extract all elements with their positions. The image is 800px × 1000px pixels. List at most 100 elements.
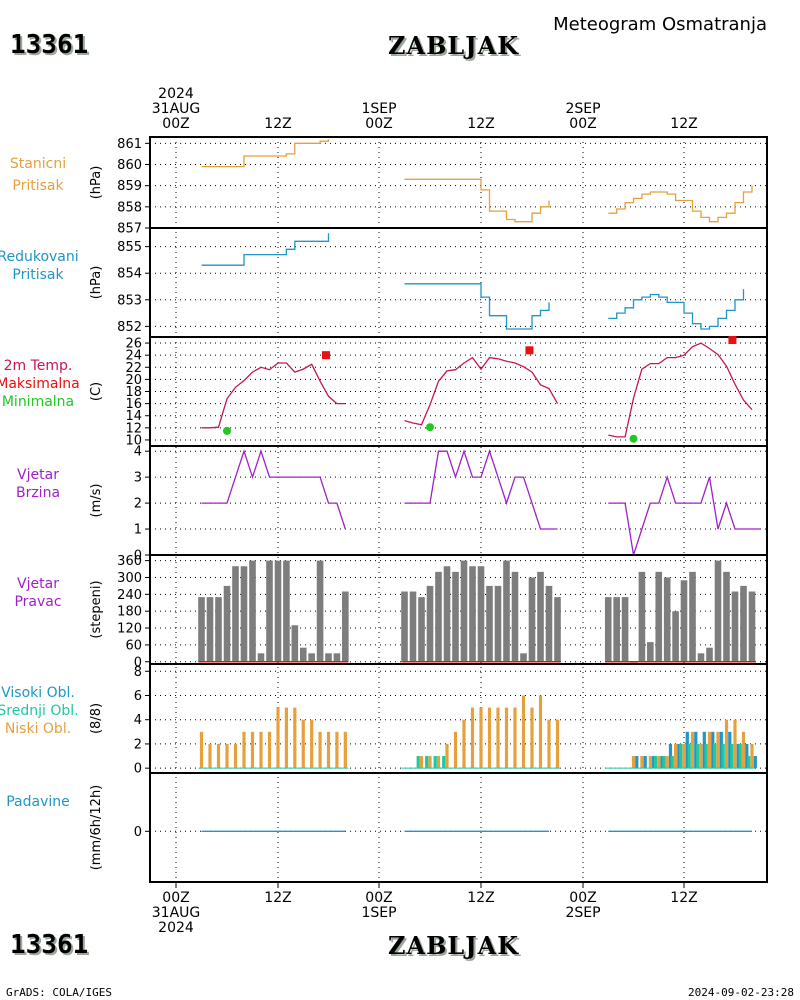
y-tick-label: 2 [134, 737, 142, 752]
wind-direction-bar [215, 597, 222, 662]
cloud-cover-bar [665, 756, 669, 769]
cloud-cover-bar [547, 719, 551, 769]
panel-variable-label: Pritisak [12, 267, 64, 283]
series-line [404, 356, 559, 426]
y-tick-label: 858 [117, 200, 142, 215]
y-tick-label: 855 [117, 240, 142, 255]
y-tick-label: 60 [125, 638, 142, 653]
time-tick-label-bottom: 2024 [158, 920, 194, 936]
wind-direction-bar [299, 647, 307, 662]
y-tick-label: 300 [117, 571, 142, 586]
cloud-cover-bar [442, 756, 446, 769]
panel-variable-label: Niski Obl. [5, 721, 71, 737]
series-line [608, 474, 761, 556]
wind-direction-bar [283, 560, 290, 662]
cloud-cover-bar [496, 707, 500, 769]
cloud-cover-bar [250, 731, 255, 769]
y-tick-label: 240 [117, 588, 142, 603]
cloud-cover-bar [462, 719, 466, 769]
panel-unit-label: (stepeni) [89, 580, 104, 638]
wind-direction-bar [621, 597, 629, 662]
cloud-cover-bar [702, 731, 706, 769]
time-tick-label-top: 1SEP [361, 101, 396, 117]
wind-direction-bar [714, 560, 722, 662]
meteogram-subtitle: Meteogram Osmatranja [553, 14, 767, 35]
y-tick-label: 859 [117, 179, 142, 194]
max-temp-marker [321, 351, 330, 360]
time-tick-label-bottom: 1SEP [361, 905, 396, 921]
cloud-cover-bar [719, 731, 723, 769]
time-tick-label-bottom: 00Z [365, 890, 392, 906]
cloud-cover-bar [648, 756, 652, 769]
cloud-cover-bar [343, 731, 347, 769]
y-tick-label: 0 [134, 825, 142, 840]
wind-direction-bar [697, 653, 705, 662]
series-line [201, 139, 330, 168]
wind-direction-bar [723, 571, 730, 662]
time-tick-label-top: 00Z [162, 116, 189, 132]
panel-variable-label: Redukovani [0, 249, 79, 265]
cloud-cover-bar [335, 731, 339, 769]
panel-variable-label: Pritisak [12, 178, 64, 194]
time-tick-label-bottom: 12Z [264, 890, 291, 906]
y-tick-label: 180 [117, 605, 142, 620]
cloud-cover-bar [673, 743, 678, 769]
footer-timestamp: 2024-09-02-23:28 [688, 986, 794, 999]
time-tick-label-top: 00Z [569, 116, 596, 132]
time-tick-label-bottom: 12Z [467, 890, 494, 906]
time-tick-label-bottom: 2SEP [565, 905, 600, 921]
cloud-cover-bar [657, 756, 661, 769]
y-tick-label: 1 [134, 523, 142, 538]
cloud-cover-bar [259, 731, 263, 769]
cloud-cover-bar [694, 731, 698, 769]
y-tick-label: 3 [134, 471, 142, 486]
cloud-cover-bar [728, 731, 732, 769]
wind-direction-bar [325, 653, 332, 662]
cloud-cover-bar [721, 743, 725, 769]
cloud-cover-bar [425, 756, 429, 769]
wind-direction-bar [613, 597, 620, 662]
wind-direction-bar [706, 647, 713, 662]
cloud-cover-bar [428, 756, 432, 769]
cloud-cover-bar [208, 743, 212, 769]
max-temp-marker [728, 336, 737, 345]
cloud-cover-bar [716, 731, 720, 769]
time-tick-label-top: 31AUG [152, 101, 201, 117]
cloud-cover-bar [704, 743, 708, 769]
min-temp-marker [629, 434, 638, 443]
wind-direction-bar [689, 571, 696, 662]
time-tick-label-bottom: 31AUG [152, 905, 201, 921]
wind-direction-bar [554, 597, 561, 662]
cloud-cover-bar [521, 695, 526, 769]
cloud-cover-bar [733, 719, 737, 769]
cloud-cover-bar [730, 743, 734, 769]
wind-direction-bar [520, 653, 527, 662]
y-tick-label: 0 [134, 549, 142, 564]
cloud-cover-bar [643, 756, 647, 769]
y-tick-label: 860 [117, 158, 142, 173]
panel-variable-label: Srednji Obl. [0, 703, 79, 719]
panel-variable-label: Maksimalna [0, 376, 80, 392]
wind-direction-bar [503, 560, 510, 662]
cloud-cover-bar [685, 731, 689, 769]
cloud-cover-bar [242, 731, 246, 769]
wind-direction-bar [537, 571, 544, 662]
cloud-cover-bar [276, 707, 280, 769]
wind-direction-bar [274, 560, 282, 662]
y-tick-label: 0 [134, 762, 142, 777]
y-tick-label: 360 [117, 554, 142, 569]
wind-direction-bar [409, 591, 417, 662]
wind-direction-bar [494, 585, 502, 662]
series-line [608, 185, 753, 223]
wind-direction-bar [469, 566, 476, 662]
cloud-cover-bar [741, 731, 746, 769]
panel-variable-label: Padavine [6, 794, 70, 810]
cloud-cover-bar [682, 743, 686, 769]
panel-unit-label: (hPa) [89, 266, 104, 300]
station-id-top: 13361 [10, 30, 89, 60]
cloud-cover-bar [635, 756, 639, 769]
wind-direction-bar [257, 653, 265, 662]
cloud-cover-bar [538, 695, 543, 769]
cloud-cover-bar [453, 731, 458, 769]
